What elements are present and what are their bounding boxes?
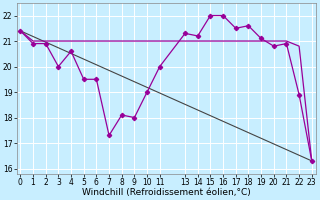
X-axis label: Windchill (Refroidissement éolien,°C): Windchill (Refroidissement éolien,°C) — [82, 188, 251, 197]
